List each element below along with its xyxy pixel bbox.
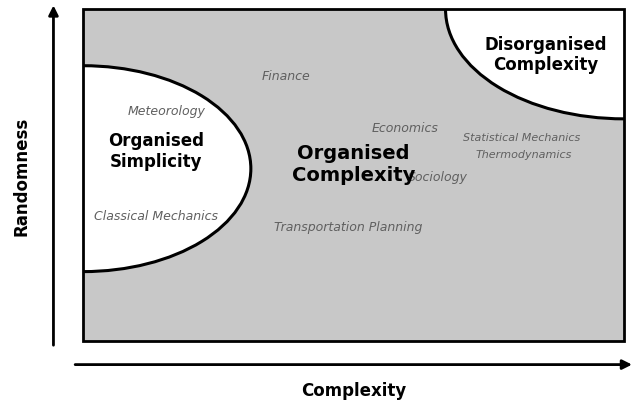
Circle shape (445, 0, 640, 119)
Text: Organised
Simplicity: Organised Simplicity (108, 132, 204, 171)
Text: Organised
Complexity: Organised Complexity (292, 144, 415, 185)
Text: Classical Mechanics: Classical Mechanics (94, 209, 218, 222)
Text: Economics: Economics (372, 121, 438, 134)
Text: Statistical Mechanics: Statistical Mechanics (463, 133, 580, 143)
Text: Randomness: Randomness (12, 117, 30, 235)
Text: Complexity: Complexity (301, 380, 406, 398)
Text: Transportation Planning: Transportation Planning (274, 221, 422, 234)
Circle shape (0, 67, 251, 272)
Text: Meteorology: Meteorology (128, 105, 206, 118)
Text: Disorganised
Complexity: Disorganised Complexity (484, 36, 607, 74)
Text: Thermodynamics: Thermodynamics (476, 149, 572, 160)
Text: Sociology: Sociology (408, 171, 467, 184)
Text: Finance: Finance (262, 70, 310, 83)
